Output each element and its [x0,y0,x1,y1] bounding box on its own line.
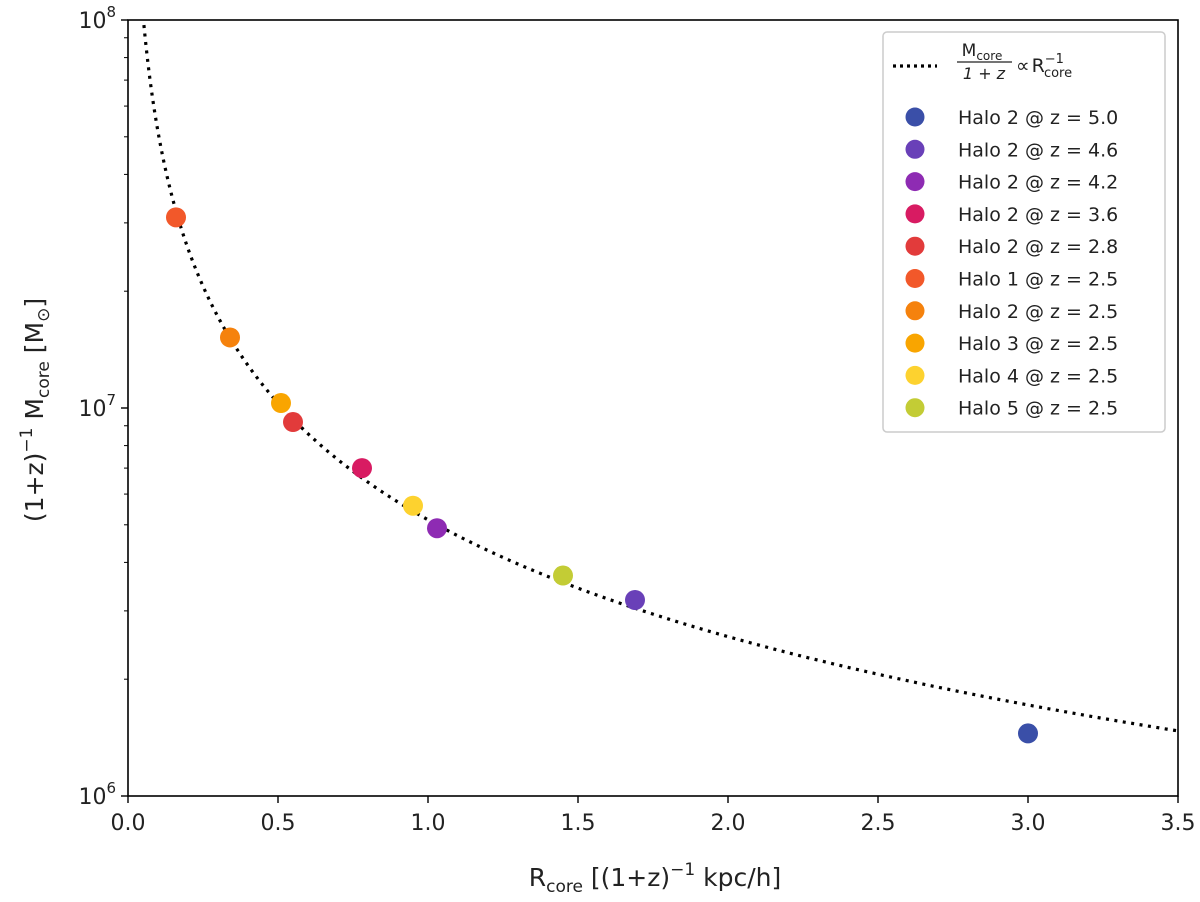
x-tick-label: 0.0 [111,811,146,836]
x-axis-label: Rcore [(1+z)−1 kpc/h] [529,860,782,897]
data-point [352,458,372,479]
data-point [427,518,447,539]
legend-box [882,31,1166,433]
legend-marker [905,398,925,418]
legend-fit-line-relation: ∝ R−1 core [1016,52,1072,81]
legend-marker [905,107,925,127]
fit-line [141,20,1178,733]
legend: Mcore 1 + z ∝ R−1 core Halo 2 @ z = 5.0Hal… [882,31,1166,433]
y-tick-label: 108 [78,3,116,34]
legend-label: Halo 3 @ z = 2.5 [958,333,1118,355]
legend-label: Halo 5 @ z = 2.5 [958,398,1118,420]
x-tick-label: 3.0 [1011,811,1046,836]
legend-label: Halo 2 @ z = 2.5 [958,301,1118,323]
x-tick-label: 1.5 [561,811,596,836]
data-point [283,412,303,433]
legend-label: Halo 2 @ z = 2.8 [958,236,1118,258]
legend-marker [905,365,925,385]
data-point [271,393,291,414]
data-point [625,590,645,611]
legend-fit-line-denominator: 1 + z [963,64,1006,83]
y-axis-label: (1+z)−1 Mcore [M⊙] [17,298,54,522]
x-tick-label: 2.5 [861,811,896,836]
legend-label: Halo 2 @ z = 4.6 [958,139,1118,161]
legend-label: Halo 1 @ z = 2.5 [958,269,1118,291]
legend-marker [905,139,925,159]
legend-fit-line-numerator: Mcore [962,41,1003,63]
legend-marker [905,172,925,192]
x-axis-ticks: 0.0 0.5 1.0 1.5 2.0 2.5 3.0 3.5 [111,796,1196,836]
y-axis-ticks: 106 107 108 [78,3,128,810]
data-point [553,565,573,586]
x-tick-label: 0.5 [261,811,296,836]
data-point [166,207,186,228]
legend-marker [905,301,925,321]
legend-marker [905,333,925,353]
y-tick-label: 107 [78,391,116,422]
legend-entries: Halo 2 @ z = 5.0 Halo 2 @ z = 4.6 Halo 2 @… [905,107,1118,420]
legend-marker [905,269,925,288]
fit-line-layer [141,20,1178,733]
x-tick-label: 1.0 [411,811,446,836]
points-layer [166,207,1038,744]
data-point [403,495,423,516]
x-tick-label: 2.0 [711,811,746,836]
data-point [220,327,240,348]
legend-label: Halo 2 @ z = 3.6 [958,204,1118,226]
data-point [1018,723,1038,744]
legend-label: Halo 2 @ z = 4.2 [958,172,1118,194]
legend-marker [905,236,925,256]
legend-label: Halo 2 @ z = 5.0 [958,107,1118,129]
legend-marker [905,204,925,224]
x-tick-label: 3.5 [1161,811,1196,836]
y-tick-label: 106 [78,779,116,810]
legend-label: Halo 4 @ z = 2.5 [958,365,1118,387]
